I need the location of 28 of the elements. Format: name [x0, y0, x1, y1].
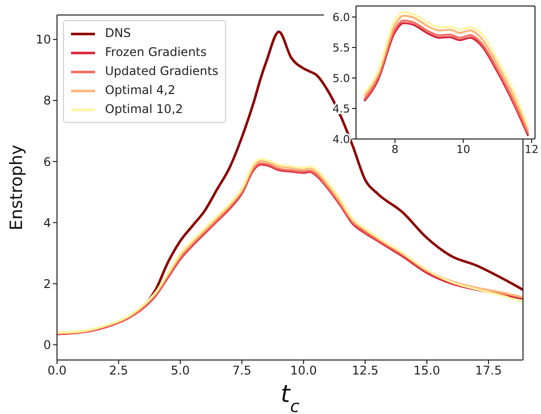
y-tick-label: 5.0	[332, 72, 350, 85]
y-tick-label: 6	[43, 154, 51, 169]
x-tick-label: 7.5	[232, 364, 252, 378]
y-tick-label: 4.0	[332, 132, 350, 146]
y-tick-label: 10	[36, 32, 51, 47]
x-tick-label: 12	[524, 142, 539, 156]
x-tick-label: 12.5	[352, 364, 379, 378]
y-tick-label: 5.5	[332, 41, 350, 54]
y-tick-label: 2	[43, 276, 51, 291]
legend-label: Optimal 10,2	[105, 101, 184, 118]
legend-label: Frozen Gradients	[105, 44, 207, 61]
legend-label: Updated Gradients	[105, 63, 218, 80]
x-tick-label: 17.5	[475, 364, 502, 378]
x-tick-label: 8	[391, 142, 398, 156]
x-tick-label: 10	[456, 142, 470, 156]
x-axis-title: t$_{c}$	[280, 380, 300, 414]
y-tick-label: 4	[43, 216, 51, 230]
y-tick-label: 6.0	[332, 10, 350, 24]
y-tick-label: 8	[43, 94, 51, 108]
y-tick-label: 0	[43, 338, 51, 352]
x-tick-label: 5.0	[170, 364, 190, 378]
legend-label: Optimal 4,2	[105, 82, 176, 99]
x-tick-label: 10.0	[290, 364, 317, 378]
legend-label: DNS	[105, 25, 131, 42]
y-axis-title: Enstrophy	[7, 144, 27, 230]
x-tick-label: 15.0	[413, 364, 440, 378]
x-tick-label: 0.0	[47, 364, 67, 378]
x-tick-label: 2.5	[109, 364, 128, 378]
